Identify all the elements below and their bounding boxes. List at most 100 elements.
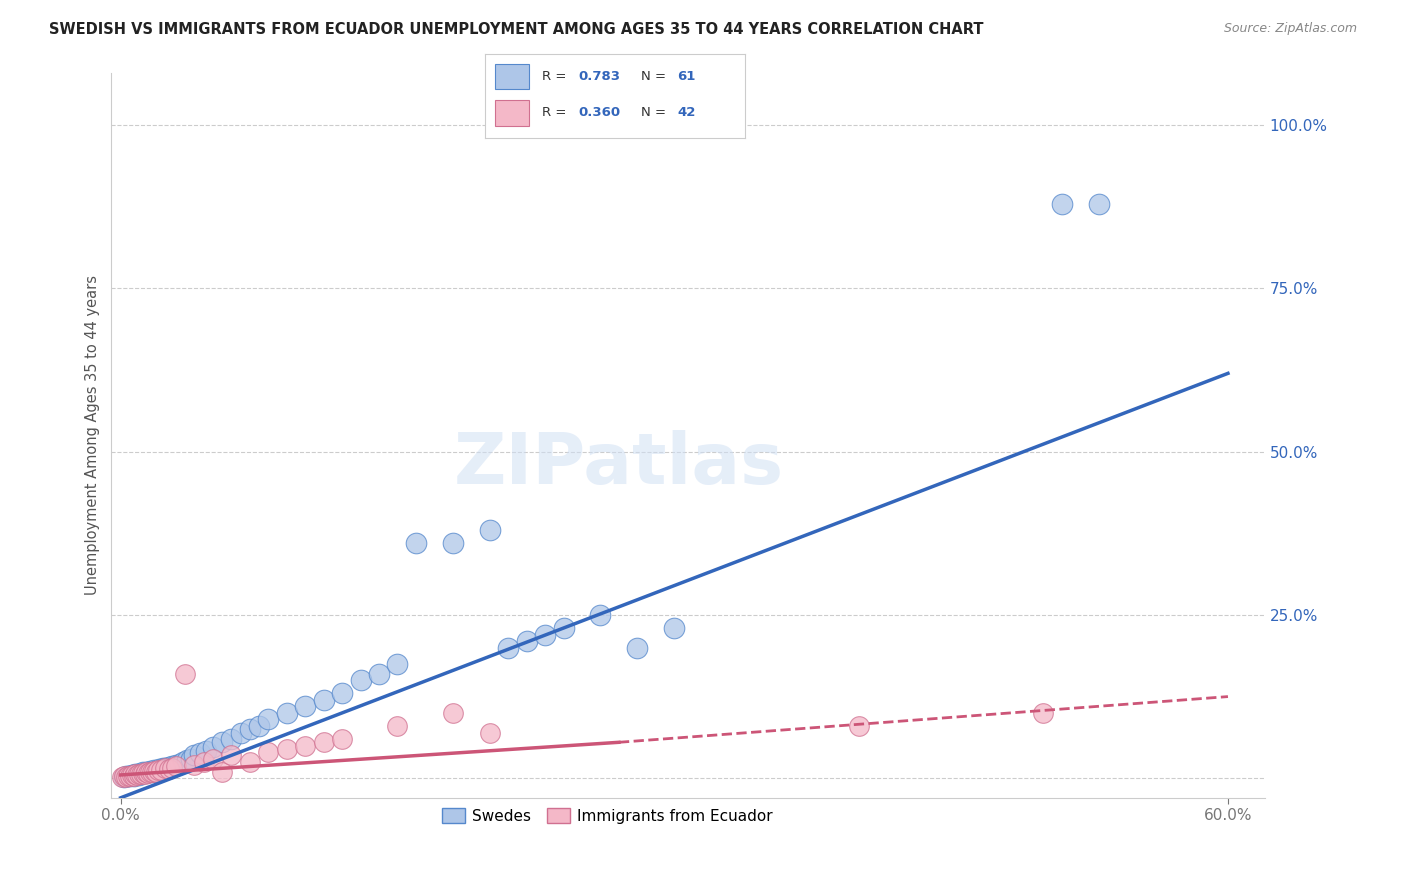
Point — [1087, 196, 1109, 211]
Point — [124, 767, 146, 781]
Point — [176, 753, 198, 767]
Point — [405, 536, 427, 550]
Point — [153, 761, 176, 775]
Point — [162, 761, 184, 775]
Point — [157, 762, 180, 776]
Point — [118, 769, 141, 783]
Point — [117, 769, 139, 783]
Point — [330, 686, 353, 700]
Point — [136, 766, 159, 780]
Point — [135, 764, 157, 779]
Text: 61: 61 — [678, 70, 696, 83]
Point — [128, 768, 150, 782]
Point — [294, 739, 316, 753]
Point — [221, 748, 243, 763]
Point — [276, 706, 298, 720]
Point — [165, 758, 187, 772]
Point — [127, 766, 149, 780]
Point — [534, 627, 557, 641]
Text: 0.783: 0.783 — [579, 70, 620, 83]
Point — [201, 739, 224, 754]
Point — [157, 760, 180, 774]
Point — [221, 732, 243, 747]
Point — [194, 744, 217, 758]
Point — [121, 768, 143, 782]
Point — [165, 759, 187, 773]
Point — [129, 766, 152, 780]
Point — [152, 761, 174, 775]
Point — [146, 763, 169, 777]
Point — [139, 764, 162, 778]
FancyBboxPatch shape — [495, 100, 529, 126]
Point — [312, 693, 335, 707]
Point — [1050, 196, 1073, 211]
Point — [148, 762, 170, 776]
Point — [174, 666, 197, 681]
Point — [368, 666, 391, 681]
Point — [115, 770, 138, 784]
Point — [478, 725, 501, 739]
Point — [257, 745, 280, 759]
Point — [159, 761, 181, 775]
Text: 0.360: 0.360 — [579, 106, 621, 120]
Point — [118, 769, 141, 783]
Point — [294, 699, 316, 714]
Point — [211, 764, 233, 779]
Point — [276, 741, 298, 756]
Point — [247, 719, 270, 733]
Point — [441, 536, 464, 550]
Point — [257, 713, 280, 727]
Text: SWEDISH VS IMMIGRANTS FROM ECUADOR UNEMPLOYMENT AMONG AGES 35 TO 44 YEARS CORREL: SWEDISH VS IMMIGRANTS FROM ECUADOR UNEMP… — [49, 22, 984, 37]
Point — [145, 764, 167, 778]
Point — [239, 723, 262, 737]
Point — [1032, 706, 1054, 720]
Point — [349, 673, 371, 688]
Point — [142, 764, 165, 778]
Point — [136, 765, 159, 780]
Point — [132, 765, 155, 780]
Point — [127, 768, 149, 782]
Point — [201, 751, 224, 765]
Point — [211, 735, 233, 749]
Point — [122, 769, 145, 783]
Point — [188, 747, 211, 761]
Point — [141, 765, 163, 780]
Point — [153, 761, 176, 775]
Point — [229, 725, 252, 739]
Point — [121, 768, 143, 782]
Point — [150, 763, 173, 777]
Text: 42: 42 — [678, 106, 696, 120]
Point — [115, 769, 138, 783]
Point — [387, 657, 409, 671]
Point — [128, 766, 150, 780]
Point — [112, 769, 135, 783]
Point — [664, 621, 686, 635]
Point — [180, 751, 202, 765]
Point — [129, 767, 152, 781]
Point — [134, 766, 156, 780]
Point — [172, 755, 194, 769]
Point — [183, 748, 205, 763]
Point — [146, 764, 169, 778]
Point — [312, 735, 335, 749]
Point — [124, 767, 146, 781]
Point — [626, 640, 648, 655]
Point — [441, 706, 464, 720]
Point — [150, 763, 173, 777]
Point — [183, 758, 205, 772]
Point — [117, 769, 139, 783]
Point — [134, 766, 156, 780]
Point — [122, 769, 145, 783]
Legend: Swedes, Immigrants from Ecuador: Swedes, Immigrants from Ecuador — [436, 802, 779, 830]
Text: R =: R = — [543, 106, 571, 120]
Point — [111, 770, 134, 784]
Y-axis label: Unemployment Among Ages 35 to 44 years: Unemployment Among Ages 35 to 44 years — [86, 276, 100, 595]
Point — [139, 764, 162, 779]
Point — [141, 764, 163, 779]
Text: N =: N = — [641, 70, 671, 83]
Point — [848, 719, 870, 733]
Point — [496, 640, 519, 655]
Point — [330, 732, 353, 747]
Point — [589, 607, 612, 622]
Point — [169, 756, 191, 771]
